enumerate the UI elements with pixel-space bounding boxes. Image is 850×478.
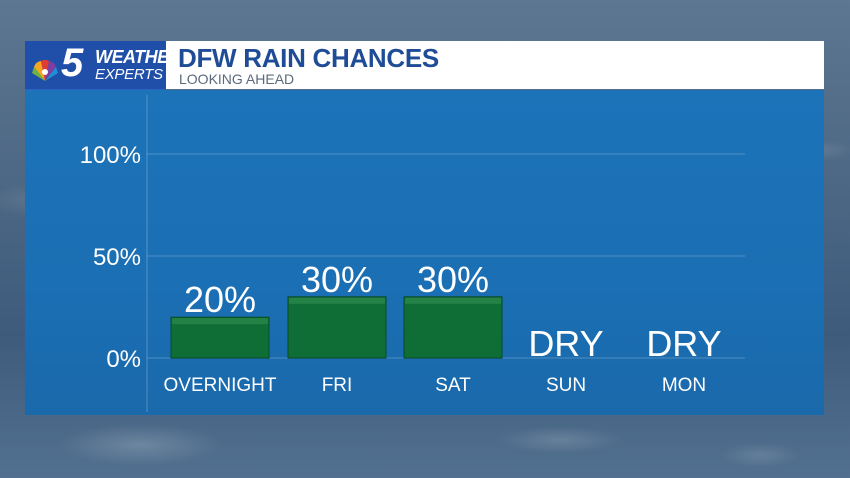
value-label-fri: 30%	[301, 259, 373, 300]
chart-panel	[25, 90, 824, 415]
category-label-fri: FRI	[322, 375, 353, 396]
category-label-sun: SUN	[546, 375, 586, 396]
logo-weather-text: WEATHER	[95, 47, 182, 67]
value-label-overnight: 20%	[184, 279, 256, 320]
bar-sat	[403, 296, 503, 359]
bar-overnight	[170, 316, 270, 359]
category-label-sat: SAT	[435, 375, 471, 396]
station-logo: 5 WEATHER EXPERTS	[25, 41, 182, 91]
value-label-mon: DRY	[646, 323, 721, 364]
logo-number: 5	[61, 41, 84, 85]
value-label-sat: 30%	[417, 259, 489, 300]
page-title: DFW RAIN CHANCES	[178, 43, 439, 73]
title-bar: DFW RAIN CHANCES LOOKING AHEAD	[166, 41, 824, 89]
logo-experts-text: EXPERTS	[95, 66, 163, 83]
category-label-mon: MON	[662, 375, 706, 396]
bar-fri	[287, 296, 387, 359]
labels: 20% OVERNIGHT 30% FRI 30% SAT DRY SUN DRY MON	[164, 259, 722, 396]
value-label-sun: DRY	[528, 323, 603, 364]
bar-highlight	[172, 318, 268, 325]
bar-highlight	[405, 297, 501, 304]
bars	[170, 296, 503, 359]
bar-highlight	[289, 297, 385, 304]
y-tick-label: 50%	[93, 244, 141, 271]
peacock-icon	[32, 59, 58, 81]
y-tick-label: 100%	[80, 142, 141, 169]
category-label-overnight: OVERNIGHT	[164, 375, 277, 396]
page-subtitle: LOOKING AHEAD	[179, 71, 295, 87]
y-axis: 0% 50% 100%	[80, 95, 148, 412]
y-tick-label: 0%	[106, 346, 141, 373]
